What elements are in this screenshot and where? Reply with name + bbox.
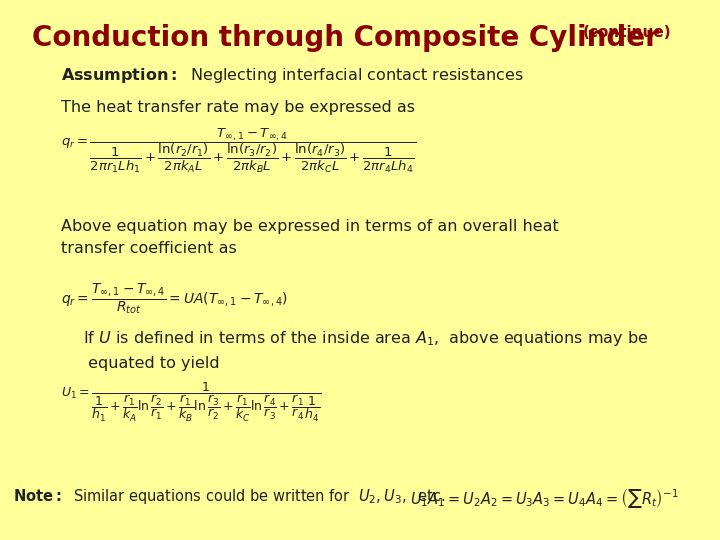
Text: $q_r = \dfrac{T_{\infty,1} - T_{\infty,4}}{R_{tot}} = UA\left(T_{\infty,1} - T_{: $q_r = \dfrac{T_{\infty,1} - T_{\infty,4… [61,282,288,316]
Text: $\mathbf{Assumption:}$  Neglecting interfacial contact resistances: $\mathbf{Assumption:}$ Neglecting interf… [61,66,523,85]
Text: The heat transfer rate may be expressed as: The heat transfer rate may be expressed … [61,100,415,115]
Text: $q_r = \dfrac{T_{\infty,1} - T_{\infty,4}}{\dfrac{1}{2\pi r_1 L h_1} + \dfrac{\l: $q_r = \dfrac{T_{\infty,1} - T_{\infty,4… [61,127,416,175]
Text: $U_1 A_1 = U_2 A_2 = U_3 A_3 = U_4 A_4 = \left(\sum R_t\right)^{-1}$: $U_1 A_1 = U_2 A_2 = U_3 A_3 = U_4 A_4 =… [410,487,679,510]
Text: $U_1 = \dfrac{1}{\dfrac{1}{h_1} + \dfrac{r_1}{k_A}\ln\dfrac{r_2}{r_1} + \dfrac{r: $U_1 = \dfrac{1}{\dfrac{1}{h_1} + \dfrac… [61,381,322,424]
Text: (continue): (continue) [583,25,672,40]
Text: $\mathbf{Note:}$  Similar equations could be written for  $U_2, U_3,$  etc.: $\mathbf{Note:}$ Similar equations could… [13,487,446,506]
Text: Above equation may be expressed in terms of an overall heat
transfer coefficient: Above equation may be expressed in terms… [61,219,559,256]
Text: Conduction through Composite Cylinder: Conduction through Composite Cylinder [32,24,660,52]
Text: If $U$ is defined in terms of the inside area $A_1$,  above equations may be
 eq: If $U$ is defined in terms of the inside… [83,329,648,370]
